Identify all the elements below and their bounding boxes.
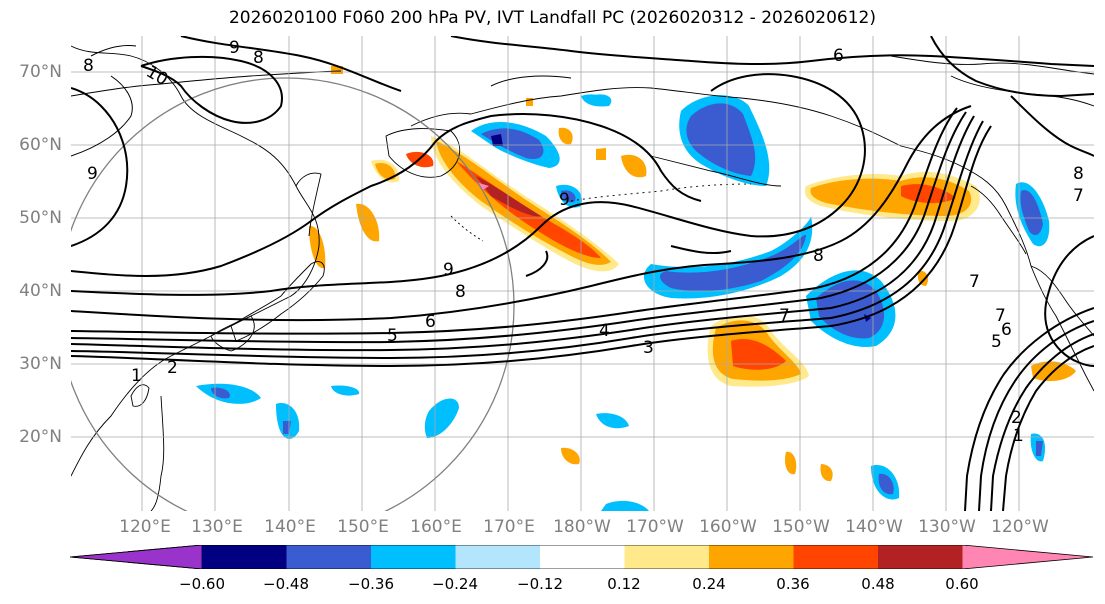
colorbar-outline xyxy=(70,545,1094,569)
colorbar-tick: −0.60 xyxy=(179,575,225,593)
lon-label: 130°E xyxy=(191,517,243,537)
lat-label: 50°N xyxy=(19,208,62,228)
colorbar-tick: −0.36 xyxy=(348,575,394,593)
lat-label: 60°N xyxy=(19,135,62,155)
lon-label: 150°E xyxy=(337,517,389,537)
colorbar-tick: 0.24 xyxy=(692,575,726,593)
graticule xyxy=(71,36,1094,511)
colorbar-segment xyxy=(371,545,456,569)
contour-label: 8 xyxy=(813,246,824,266)
colorbar-segment xyxy=(962,545,1093,569)
lon-label: 170°E xyxy=(483,517,535,537)
contour-label: 1 xyxy=(1013,426,1024,446)
contour-label: 3 xyxy=(643,338,654,358)
contour-label: 8 xyxy=(83,56,94,76)
map-title: 2026020100 F060 200 hPa PV, IVT Landfall… xyxy=(228,8,876,28)
lon-label: 120°E xyxy=(119,517,171,537)
contour-label: 7 xyxy=(995,306,1006,326)
lon-label: 160°E xyxy=(410,517,462,537)
lon-label: 140°W xyxy=(845,517,903,537)
contour-label: 8 xyxy=(1073,164,1084,184)
contour-label: 9 xyxy=(443,260,454,280)
contour-label: 5 xyxy=(387,326,398,346)
colorbar-segment xyxy=(286,545,372,569)
contour-label: 6 xyxy=(833,46,844,66)
contour-label: 7 xyxy=(969,272,980,292)
colorbar-tick: 0.12 xyxy=(607,575,641,593)
lat-label: 70°N xyxy=(19,62,62,82)
colorbar-tick: 0.60 xyxy=(945,575,979,593)
lon-label: 170°W xyxy=(626,517,684,537)
thin-contours xyxy=(71,45,572,157)
lat-label: 30°N xyxy=(19,354,62,374)
contour-label: 2 xyxy=(167,358,178,378)
map-panel: 8 10 9 8 6 9 9 8 9 5 6 4 3 1 2 8 7 7 7 6… xyxy=(71,36,1094,511)
colorbar-segment xyxy=(70,545,203,569)
colorbar-segment xyxy=(709,545,794,569)
lon-label: 150°W xyxy=(772,517,830,537)
colorbar-segment xyxy=(540,545,625,569)
contour-label: 9 xyxy=(87,164,98,184)
map-canvas xyxy=(71,36,1094,511)
contour-label: 9 xyxy=(559,190,570,210)
colorbar-segment xyxy=(455,545,541,569)
lat-label: 20°N xyxy=(19,427,62,447)
lon-label: 160°W xyxy=(699,517,757,537)
contour-label: 2 xyxy=(1011,408,1022,428)
lon-label: 120°W xyxy=(991,517,1049,537)
colorbar xyxy=(70,545,1094,569)
colorbar-tick: 0.48 xyxy=(861,575,895,593)
lat-label: 40°N xyxy=(19,281,62,301)
lon-label: 130°W xyxy=(918,517,976,537)
colorbar-segment xyxy=(624,545,710,569)
colorbar-segment xyxy=(793,545,879,569)
colorbar-tick: 0.36 xyxy=(776,575,810,593)
contour-label: 1 xyxy=(131,366,142,386)
colorbar-tick: −0.48 xyxy=(263,575,309,593)
colorbar-tick: −0.24 xyxy=(432,575,478,593)
lon-label: 140°E xyxy=(264,517,316,537)
contour-label: 8 xyxy=(253,48,264,68)
region-circle xyxy=(71,77,515,511)
contours xyxy=(71,36,1094,511)
contour-label: 5 xyxy=(991,332,1002,352)
contour-label: 4 xyxy=(599,321,610,341)
contour-label: 7 xyxy=(1073,186,1084,206)
colorbar-segment xyxy=(878,545,963,569)
colorbar-segment xyxy=(202,545,287,569)
contour-label: 6 xyxy=(425,312,436,332)
colorbar-tick: −0.12 xyxy=(517,575,563,593)
contour-label: 8 xyxy=(455,282,466,302)
contour-label: 9 xyxy=(229,38,240,58)
contour-label: 6 xyxy=(1001,320,1012,340)
contour-label: 7 xyxy=(779,306,790,326)
lon-label: 180°W xyxy=(553,517,611,537)
